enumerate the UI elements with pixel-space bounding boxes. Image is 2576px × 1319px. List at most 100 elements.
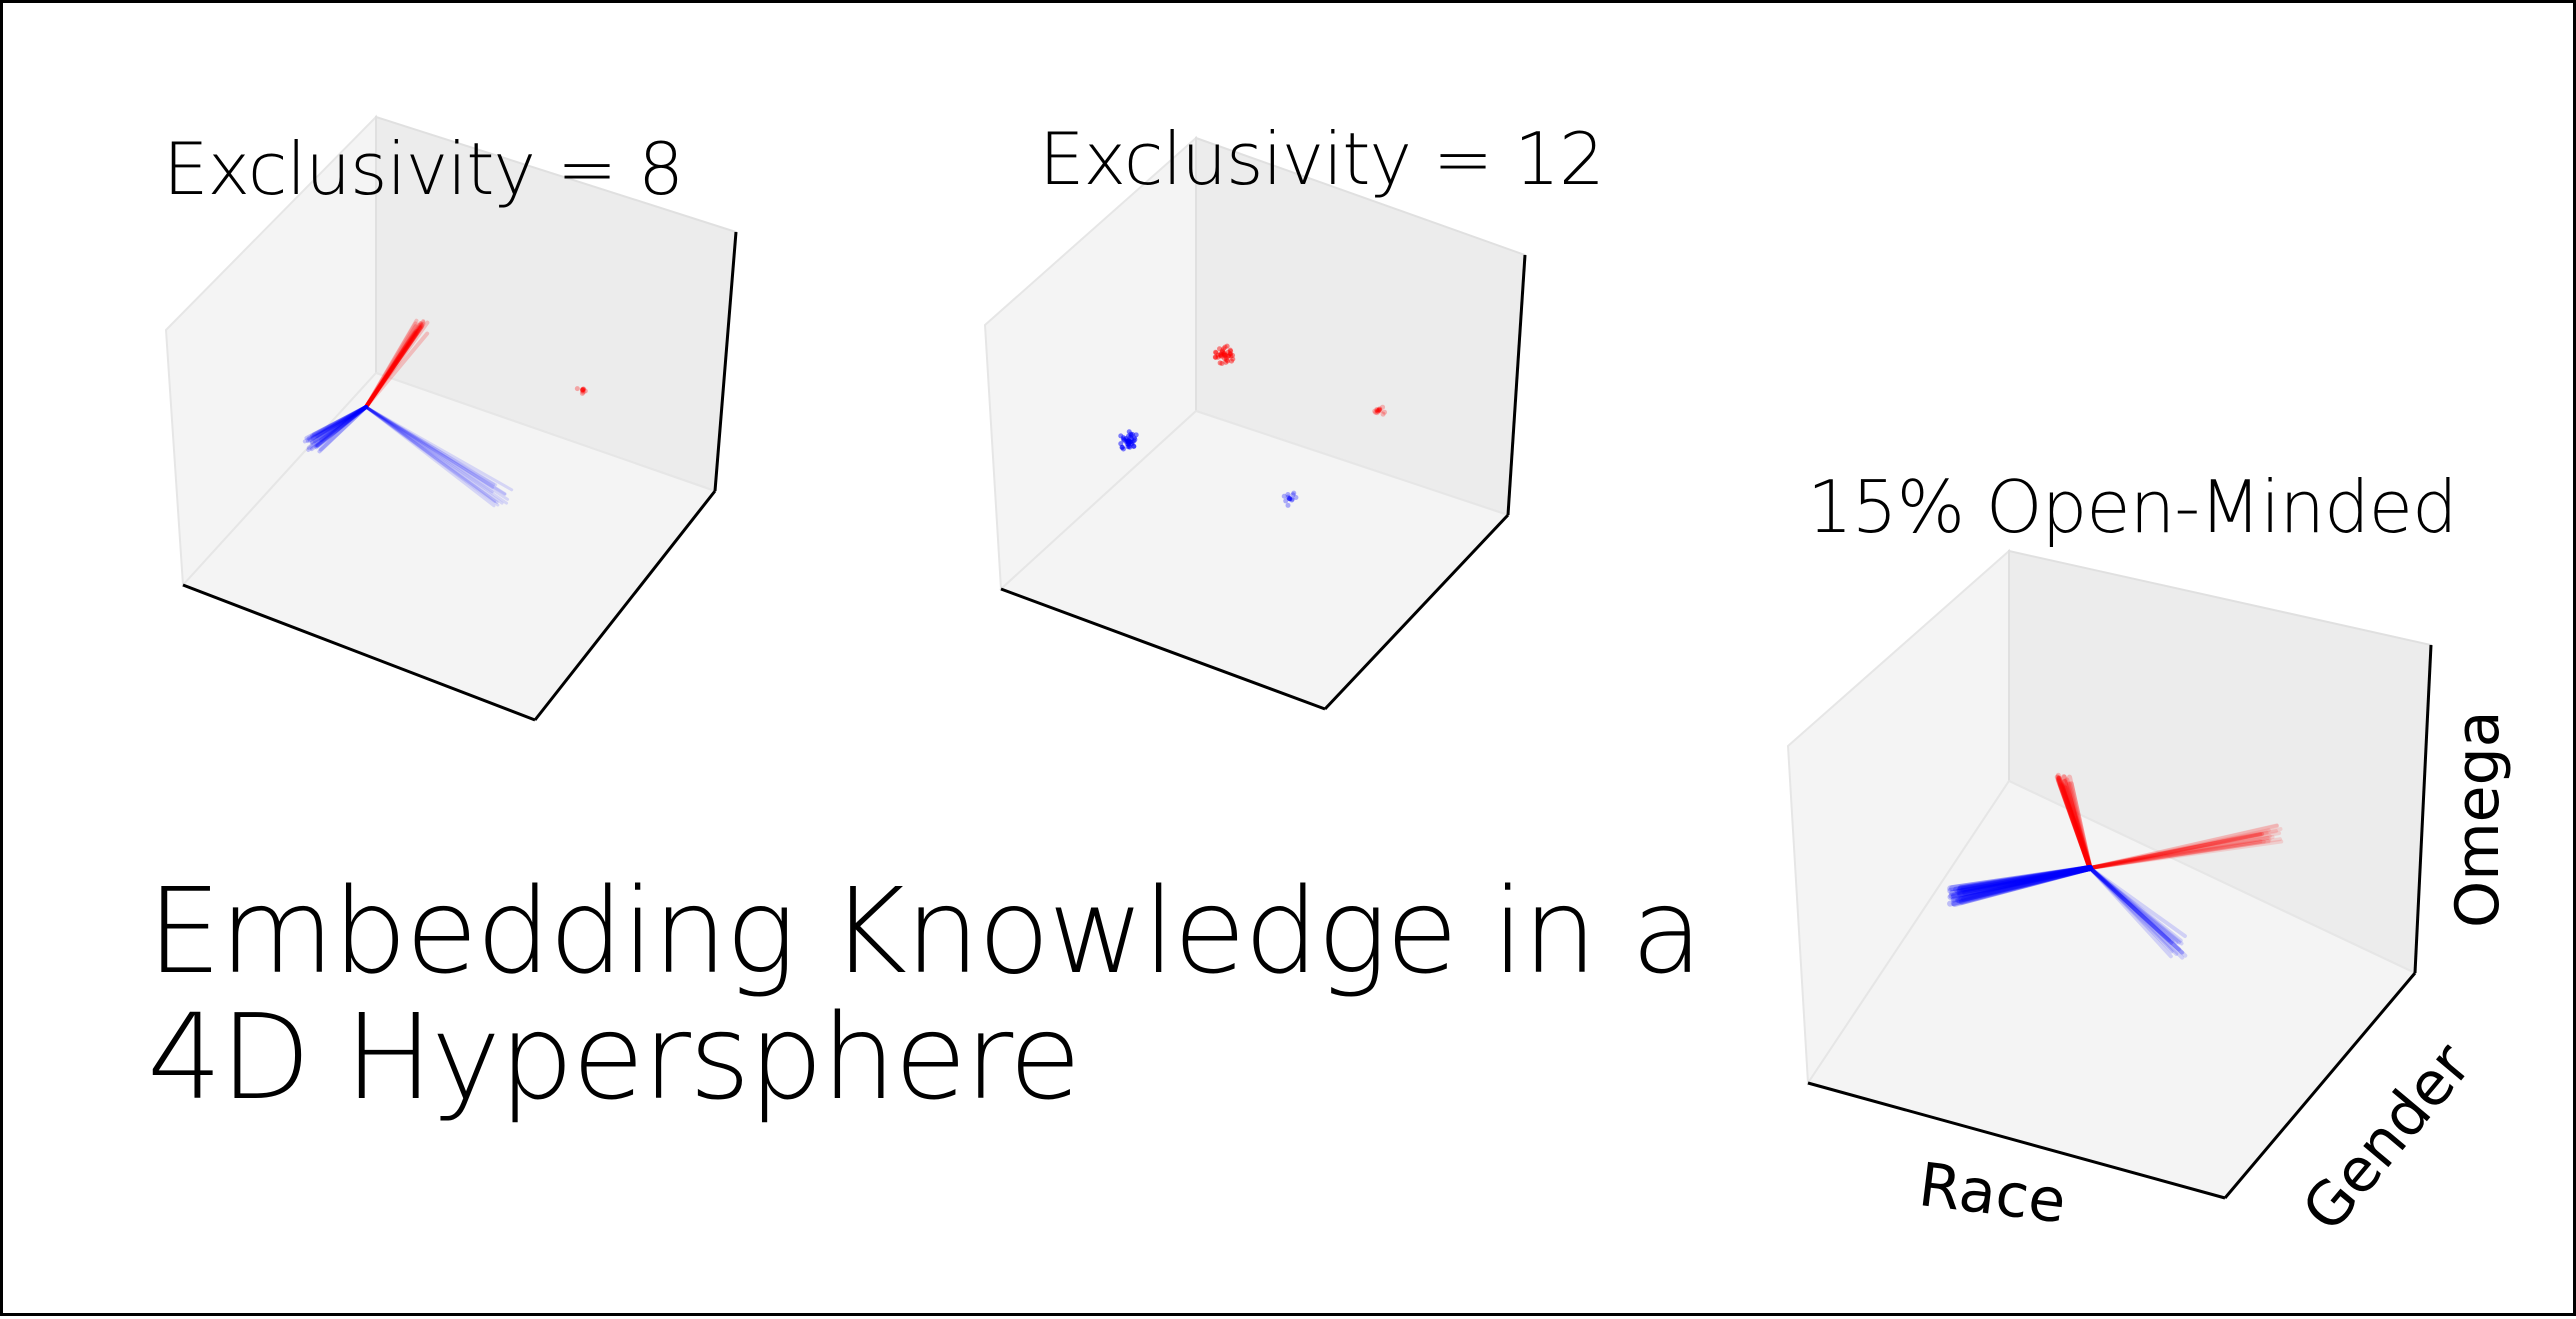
point <box>580 389 586 395</box>
ray <box>1956 865 2093 904</box>
ray <box>2088 866 2173 945</box>
panel-2-title: Exclusivity = 12 <box>1039 117 1605 201</box>
point <box>1221 352 1227 358</box>
point <box>580 387 586 393</box>
ray <box>2088 831 2265 870</box>
ray <box>2055 776 2093 871</box>
z-axis-line <box>1506 254 1527 516</box>
ray <box>1955 865 2093 904</box>
point <box>1225 353 1231 359</box>
ray <box>2088 866 2182 952</box>
y-axis-line <box>1323 513 1510 711</box>
ray <box>2088 866 2188 958</box>
ray <box>364 331 430 409</box>
point <box>580 386 586 392</box>
ray <box>1956 865 2093 895</box>
point <box>1287 496 1293 502</box>
point <box>1213 350 1219 356</box>
ray <box>1957 865 2093 898</box>
point <box>1285 502 1291 508</box>
ray <box>364 320 430 409</box>
ray <box>1958 865 2093 892</box>
ray <box>306 405 368 450</box>
point <box>1224 343 1230 349</box>
ray <box>1953 865 2093 893</box>
ray <box>2056 778 2093 871</box>
point <box>1218 353 1224 359</box>
ray <box>2060 782 2093 871</box>
ray <box>364 322 421 409</box>
ray <box>364 321 418 409</box>
red-bundle-up <box>2054 772 2093 871</box>
ray <box>312 405 368 444</box>
point <box>1223 355 1229 361</box>
point <box>1376 407 1382 413</box>
point <box>1377 408 1383 414</box>
ray <box>315 405 368 448</box>
figure-canvas <box>164 114 2433 1200</box>
ray <box>2088 866 2181 945</box>
ray <box>364 405 500 507</box>
point <box>1219 348 1225 354</box>
ray <box>314 405 368 448</box>
point <box>1374 410 1380 416</box>
ray <box>2088 866 2172 942</box>
ray <box>1948 865 2093 899</box>
ray <box>314 405 368 450</box>
ray <box>364 321 423 409</box>
panel-2-clusters <box>1118 343 1388 508</box>
ray <box>364 320 426 409</box>
ray <box>2061 778 2093 871</box>
ray <box>2088 827 2283 870</box>
ray <box>364 321 426 409</box>
point <box>1225 349 1231 355</box>
point <box>1281 493 1287 499</box>
ray <box>1955 865 2093 895</box>
ray <box>1958 865 2093 905</box>
point <box>1230 356 1236 362</box>
ray <box>2055 774 2093 871</box>
point <box>1226 353 1232 359</box>
ray <box>2054 774 2093 871</box>
point <box>1126 429 1132 435</box>
point <box>1227 347 1233 353</box>
point <box>574 386 580 392</box>
ray <box>2061 774 2093 871</box>
point <box>1287 496 1293 502</box>
point <box>1217 346 1223 352</box>
point <box>1374 406 1380 412</box>
ray <box>364 405 498 487</box>
ray <box>2088 832 2263 870</box>
ray <box>364 323 425 409</box>
ray <box>1960 865 2093 893</box>
ray <box>2088 837 2272 870</box>
ray <box>1947 865 2093 892</box>
ray <box>2088 839 2284 870</box>
ray <box>2061 784 2093 871</box>
ray <box>364 405 509 505</box>
point <box>1291 490 1297 496</box>
point <box>1221 351 1227 357</box>
ray <box>2088 866 2184 946</box>
ray <box>2088 837 2282 870</box>
point <box>1219 361 1225 367</box>
point <box>1376 407 1382 413</box>
ray <box>1950 865 2093 903</box>
point <box>1224 357 1230 363</box>
ray <box>2056 775 2093 871</box>
y-axis-line <box>2223 972 2417 1199</box>
ray <box>2055 772 2093 871</box>
z-axis-line <box>713 231 738 492</box>
point <box>1120 446 1126 452</box>
ray <box>2088 834 2272 870</box>
ray <box>2088 831 2263 870</box>
point <box>1380 404 1386 410</box>
ray <box>304 405 368 441</box>
main-title-line-2: 4D Hypersphere <box>147 988 1081 1127</box>
red-cluster-2 <box>1372 404 1388 417</box>
point <box>1375 409 1381 415</box>
point <box>1218 353 1224 359</box>
point <box>1217 360 1223 366</box>
blue-bundle-left <box>302 405 368 454</box>
ray <box>1947 865 2093 894</box>
